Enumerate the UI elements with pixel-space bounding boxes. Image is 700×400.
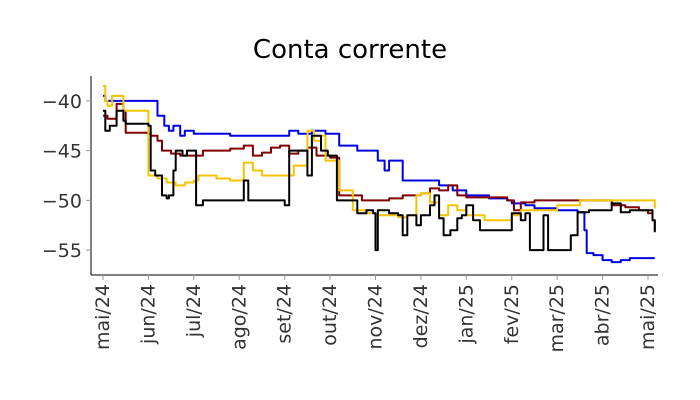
x-tick-label: out/24 <box>319 284 341 346</box>
series-line-3 <box>103 85 656 222</box>
x-tick-label: dez/24 <box>410 284 432 348</box>
x-tick-label: jan/25 <box>455 284 477 345</box>
series-line-4 <box>103 109 656 252</box>
x-tick-label: mar/25 <box>546 284 568 353</box>
x-tick-label: mai/24 <box>92 284 114 350</box>
chart-title: Conta corrente <box>253 35 447 65</box>
y-tick-label: −50 <box>42 190 82 212</box>
series-group <box>103 85 656 264</box>
series-line-1 <box>103 94 655 264</box>
y-tick-label: −55 <box>42 240 82 262</box>
x-tick-label: ago/24 <box>228 284 250 350</box>
x-tick-label: set/24 <box>274 284 296 344</box>
x-tick-label: mai/25 <box>637 284 659 350</box>
y-axis: −40 −45 −50 −55 <box>42 76 92 275</box>
x-tick-label: jul/24 <box>183 284 205 338</box>
x-axis: mai/24 jun/24 jul/24 ago/24 set/24 out/24 nov/… <box>91 274 659 353</box>
x-tick-label: nov/24 <box>365 284 387 350</box>
y-tick-label: −45 <box>42 141 82 163</box>
x-tick-label: jun/24 <box>137 284 159 345</box>
x-tick-label: fev/25 <box>501 284 523 344</box>
x-tick-label: abr/25 <box>592 284 614 346</box>
y-tick-label: −40 <box>42 91 82 113</box>
